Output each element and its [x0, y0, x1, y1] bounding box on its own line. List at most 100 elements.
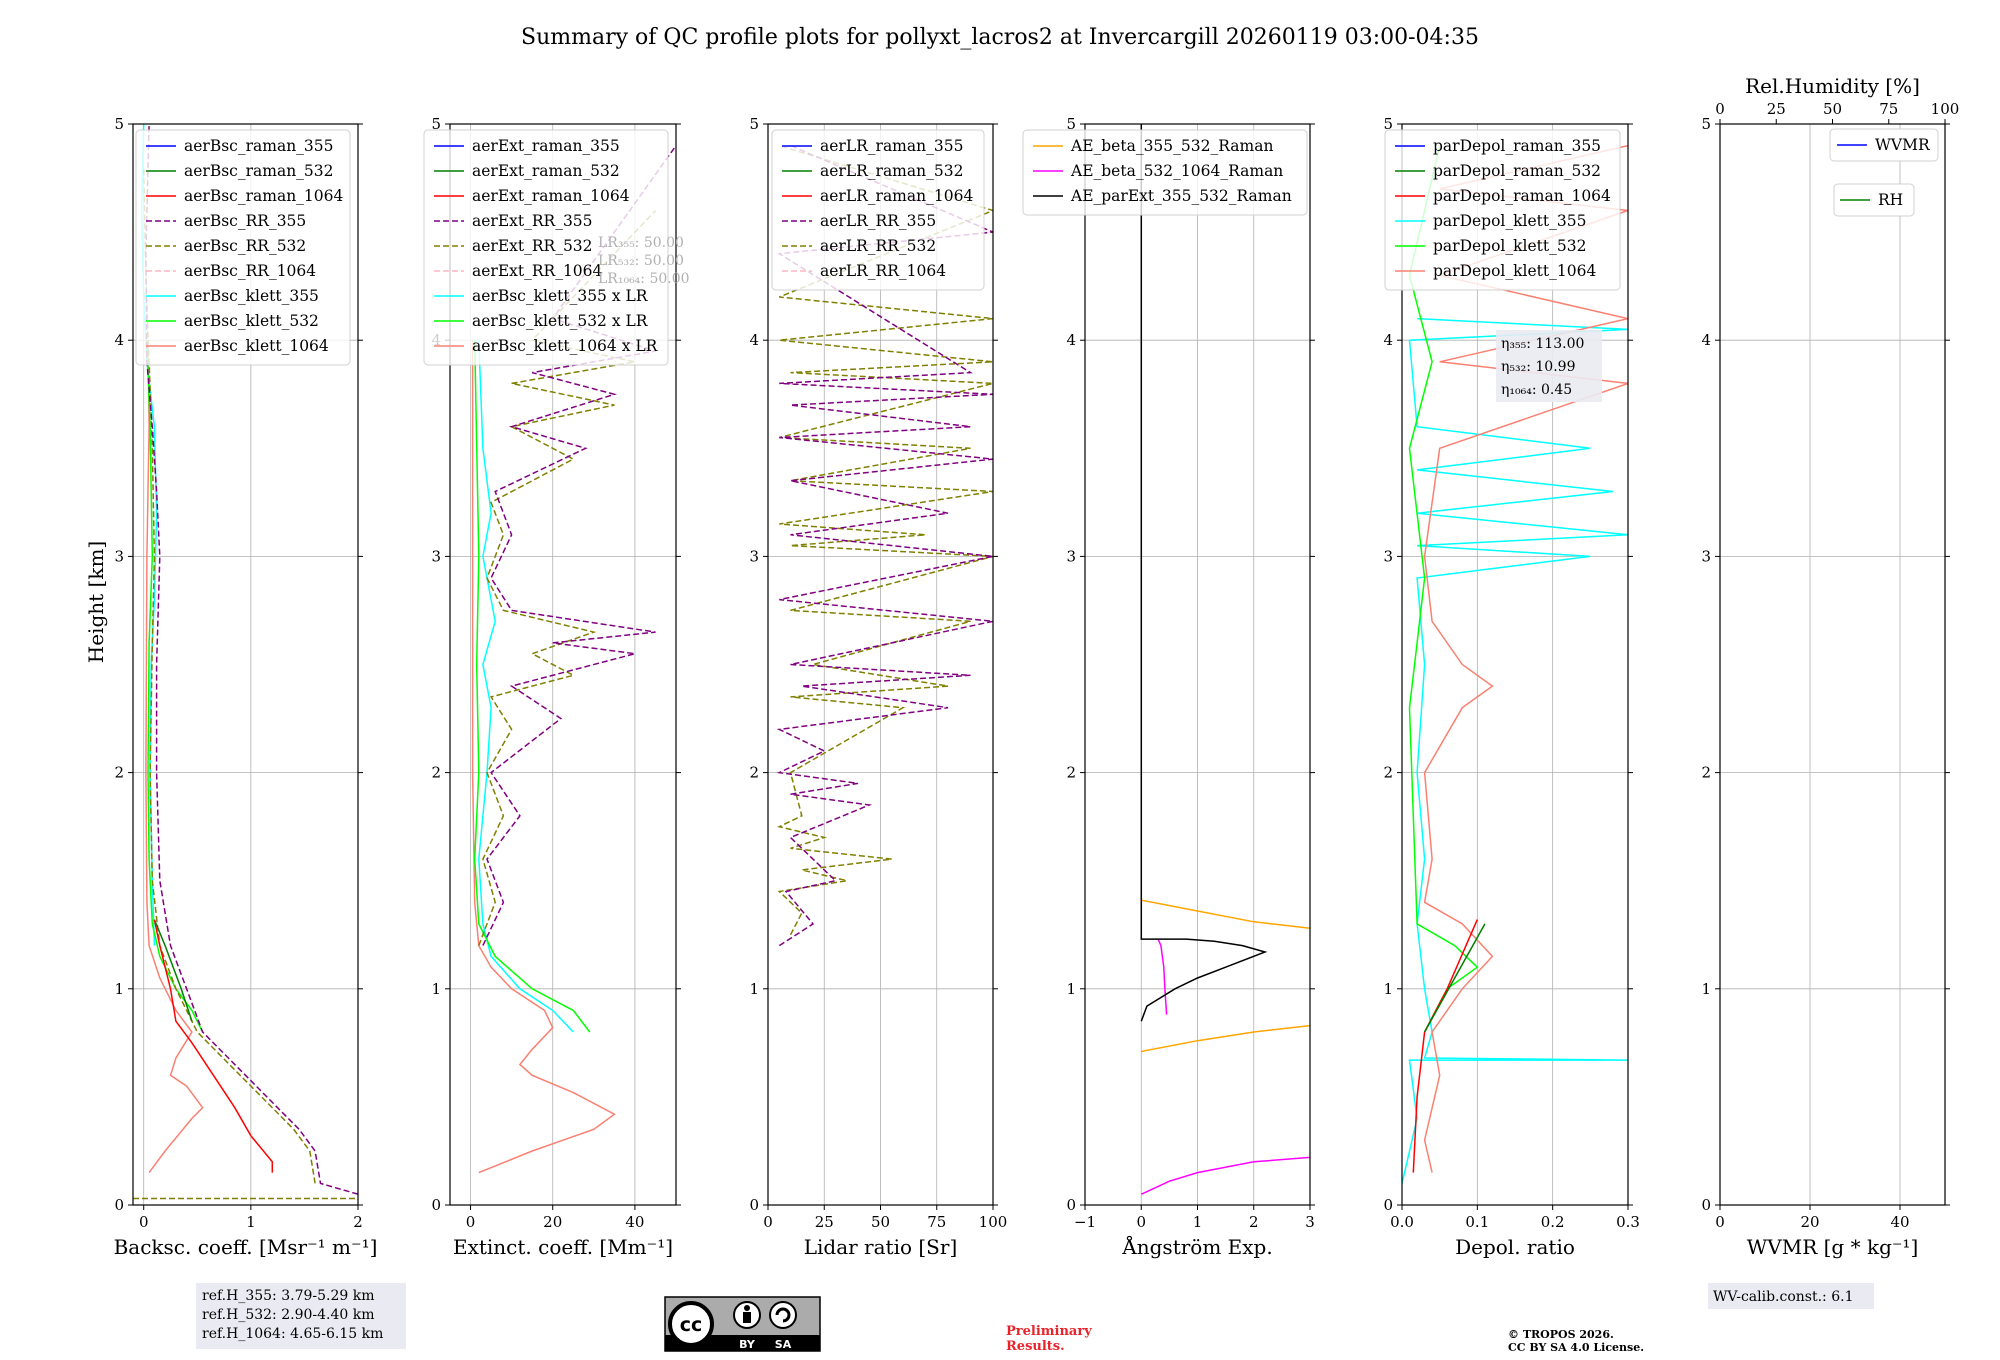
legend-entry: parDepol_raman_355: [1433, 137, 1601, 155]
legend-entry: aerLR_raman_355: [820, 137, 963, 155]
legend-entry: AE_parExt_355_532_Raman: [1070, 187, 1292, 205]
legend-box: [423, 129, 669, 366]
panel-bsc: 0 1 2 0 1 2 3 4 5 Backsc. coeff. [Msr⁻¹ m⁻¹] aerBs…: [114, 115, 406, 1349]
x-tick-label: 40: [625, 1213, 644, 1231]
y-tick-label: 4: [1383, 331, 1393, 349]
legend: AE_beta_355_532_Raman AE_beta_532_1064_Ra…: [1022, 129, 1308, 216]
legend-entry: aerLR_RR_1064: [820, 262, 946, 280]
eta-line: η₃₅₅: 113.00: [1501, 336, 1584, 352]
top-x-axis-label: Rel.Humidity [%]: [1745, 74, 1920, 98]
legend-entry: aerLR_RR_355: [820, 212, 936, 230]
y-tick-label: 0: [1701, 1196, 1711, 1214]
attribution-icon-body: [743, 1312, 751, 1323]
legend-entry: aerExt_RR_355: [472, 212, 593, 230]
series-line-AE_beta_355_532_Raman: [1141, 1024, 1310, 1053]
legend-box: [135, 129, 351, 366]
y-tick-label: 5: [114, 115, 124, 133]
y-tick-label: 4: [1701, 331, 1711, 349]
x-tick-label: 50: [871, 1213, 890, 1231]
legend-entry: aerBsc_raman_532: [184, 162, 334, 180]
y-tick-label: 3: [114, 547, 124, 565]
legend-entry: aerBsc_RR_532: [184, 237, 306, 255]
top-x-tick-label: 75: [1879, 100, 1898, 118]
legend-box: [1829, 128, 1939, 162]
top-x-tick-label: 50: [1823, 100, 1842, 118]
panel-lr: 0 25 50 75 100 0 1 2 3 4 5 Lidar ratio [Sr] aerLR_ra…: [749, 115, 1007, 1259]
y-tick-label: 1: [749, 980, 759, 998]
figure-title: Summary of QC profile plots for pollyxt_…: [521, 25, 1479, 50]
y-tick-label: 2: [1383, 764, 1393, 782]
panel-ext: 02040012345Extinct. coeff. [Mm⁻¹]aerExt_…: [423, 115, 690, 1259]
legend-box: [1384, 129, 1621, 291]
x-axis-label: WVMR [g * kg⁻¹]: [1747, 1235, 1919, 1259]
legend-box: [1022, 129, 1308, 216]
legend-entry: aerBsc_RR_1064: [184, 262, 316, 280]
x-tick-label: 20: [1800, 1213, 1819, 1231]
legend-entry: aerBsc_klett_355: [184, 287, 319, 305]
eta-line: η₅₃₂: 10.99: [1501, 359, 1575, 375]
y-tick-label: 0: [431, 1196, 441, 1214]
legend-entry: RH: [1878, 191, 1903, 209]
y-tick-label: 5: [1701, 115, 1711, 133]
preliminary-line-1: Preliminary: [1006, 1324, 1092, 1339]
legend-entry: aerLR_raman_532: [820, 162, 963, 180]
y-tick-label: 3: [1383, 547, 1393, 565]
y-tick-label: 2: [1066, 764, 1076, 782]
y-tick-label: 3: [1701, 547, 1711, 565]
series-line-aerBsc_raman_532: [153, 919, 193, 1022]
legend-entry: aerBsc_klett_1064: [184, 337, 329, 355]
y-tick-label: 4: [749, 331, 759, 349]
series-line-aerLR_RR_355: [776, 144, 993, 947]
x-tick-label: 1: [1193, 1213, 1203, 1231]
cc-license-badge: cc BY SA: [664, 1296, 821, 1352]
top-x-tick-label: 100: [1931, 100, 1960, 118]
legend-entry: aerBsc_raman_1064: [184, 187, 344, 205]
copyright-line-2: CC BY SA 4.0 License.: [1508, 1341, 1644, 1354]
legend-entry: AE_beta_355_532_Raman: [1070, 137, 1273, 155]
x-tick-label: 40: [1890, 1213, 1909, 1231]
calib-text: WV-calib.const.: 6.1: [1713, 1289, 1853, 1305]
x-tick-label: 1: [246, 1213, 256, 1231]
series-line-aerExt_RR_355: [482, 145, 676, 946]
preliminary-line-2: Results.: [1006, 1339, 1065, 1354]
series-group: [776, 144, 993, 947]
y-tick-label: 0: [1383, 1196, 1393, 1214]
annotation-line: ref.H_1064: 4.65-6.15 km: [202, 1326, 383, 1342]
x-tick-label: 2: [353, 1213, 363, 1231]
y-tick-label: 4: [114, 331, 124, 349]
series-line-aerBsc_RR_355: [145, 124, 358, 1195]
legend-entry: aerBsc_klett_532 x LR: [472, 312, 649, 330]
cc-by-label: BY: [739, 1338, 756, 1351]
share-alike-icon-arc: [775, 1307, 791, 1323]
legend-entry: parDepol_klett_1064: [1433, 262, 1596, 280]
annotation-line: ref.H_532: 2.90-4.40 km: [202, 1307, 375, 1323]
x-tick-label: 3: [1305, 1213, 1315, 1231]
y-tick-label: 3: [431, 547, 441, 565]
legend-box: [1833, 183, 1915, 217]
legend-entry: aerExt_raman_532: [472, 162, 620, 180]
x-tick-label: 20: [543, 1213, 562, 1231]
y-tick-label: 1: [114, 980, 124, 998]
legend-entry: aerLR_raman_1064: [820, 187, 973, 205]
series-line-aerBsc_klett_1064: [145, 340, 204, 1174]
x-tick-label: 0: [139, 1213, 149, 1231]
legend-rh: RH: [1833, 183, 1915, 217]
legend-entry: WVMR: [1875, 136, 1931, 154]
calib-box: WV-calib.const.: 6.1: [1708, 1283, 1874, 1309]
legend-entry: aerExt_RR_1064: [472, 262, 603, 280]
series-line-parDepol_klett_355: [1402, 317, 1628, 1184]
y-tick-label: 1: [1066, 980, 1076, 998]
legend-entry: aerLR_RR_532: [820, 237, 936, 255]
series-line-AE_beta_355_532_Raman: [1141, 899, 1310, 930]
legend: parDepol_raman_355 parDepol_raman_532 parD…: [1384, 129, 1621, 291]
series-group: [471, 145, 676, 1174]
y-tick-label: 1: [431, 980, 441, 998]
x-tick-label: 0: [1136, 1213, 1146, 1231]
x-tick-label: 2: [1249, 1213, 1259, 1231]
eta-line: η₁₀₆₄: 0.45: [1501, 382, 1572, 398]
attribution-icon-head: [744, 1305, 750, 1311]
top-x-tick-label: 25: [1767, 100, 1786, 118]
y-tick-label: 0: [749, 1196, 759, 1214]
legend-entry: aerExt_RR_532: [472, 237, 593, 255]
annotation-box: [1496, 330, 1602, 402]
